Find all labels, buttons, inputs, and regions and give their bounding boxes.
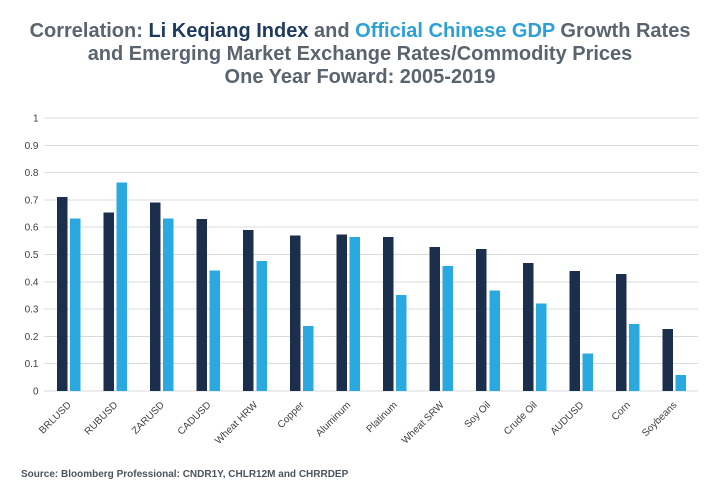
svg-text:0.5: 0.5 [25, 250, 39, 261]
svg-text:0.2: 0.2 [25, 332, 39, 343]
svg-text:Crude Oil: Crude Oil [502, 400, 540, 438]
svg-text:Soy Oil: Soy Oil [463, 400, 494, 431]
svg-text:0.6: 0.6 [25, 223, 39, 234]
svg-text:CADUSD: CADUSD [176, 400, 214, 438]
svg-text:Wheat HRW: Wheat HRW [213, 399, 260, 446]
svg-text:0.8: 0.8 [25, 168, 39, 179]
svg-text:Aluminum: Aluminum [314, 400, 353, 439]
svg-text:Platinum: Platinum [365, 400, 400, 435]
svg-text:Soybeans: Soybeans [640, 400, 679, 439]
svg-text:0.3: 0.3 [25, 305, 39, 316]
svg-text:0.9: 0.9 [25, 141, 39, 152]
svg-text:0.7: 0.7 [25, 195, 39, 206]
svg-text:0.1: 0.1 [25, 359, 39, 370]
svg-text:RUBUSD: RUBUSD [83, 400, 121, 438]
svg-text:Wheat SRW: Wheat SRW [400, 399, 447, 446]
svg-text:ZARUSD: ZARUSD [130, 400, 167, 437]
svg-text:BRLUSD: BRLUSD [37, 400, 73, 436]
svg-text:Copper: Copper [276, 399, 307, 430]
svg-text:0: 0 [33, 387, 39, 398]
svg-text:AUDUSD: AUDUSD [549, 400, 587, 438]
svg-text:1: 1 [33, 114, 39, 125]
svg-text:0.4: 0.4 [25, 277, 39, 288]
svg-text:Corn: Corn [610, 400, 633, 423]
